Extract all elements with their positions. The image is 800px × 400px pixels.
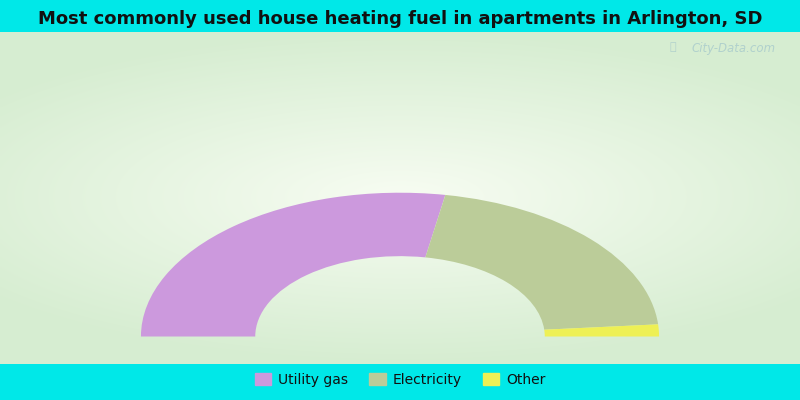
- Legend: Utility gas, Electricity, Other: Utility gas, Electricity, Other: [249, 368, 551, 392]
- Wedge shape: [141, 193, 446, 336]
- Title: Most commonly used house heating fuel in apartments in Arlington, SD: Most commonly used house heating fuel in…: [38, 10, 762, 28]
- Wedge shape: [426, 195, 658, 330]
- Text: City-Data.com: City-Data.com: [692, 42, 776, 55]
- Wedge shape: [544, 324, 659, 336]
- Text: ⓘ: ⓘ: [670, 42, 676, 52]
